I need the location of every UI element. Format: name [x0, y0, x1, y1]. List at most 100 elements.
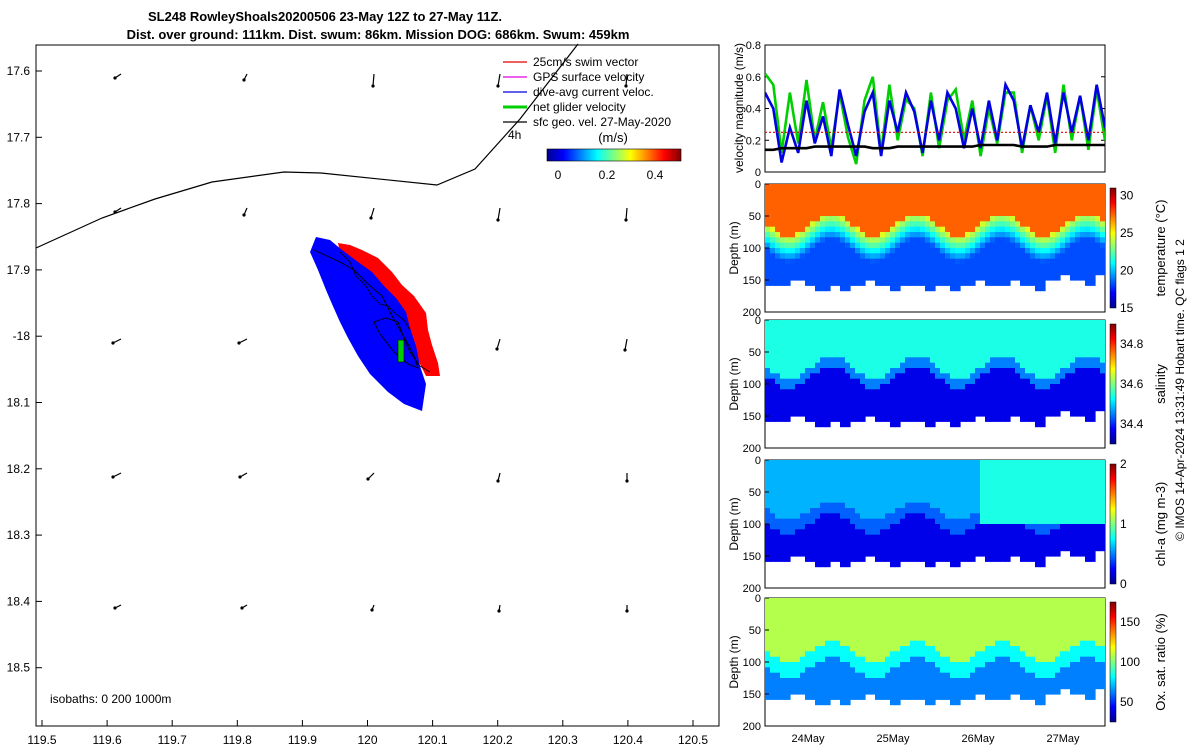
heatmap-cell: [920, 400, 926, 406]
heatmap-cell: [945, 667, 951, 674]
heatmap-cell: [790, 672, 796, 679]
heatmap-cell: [895, 508, 901, 514]
heatmap-cell: [890, 678, 896, 684]
heatmap-cell: [770, 518, 776, 525]
heatmap-cell: [990, 189, 996, 196]
heatmap-cell: [1085, 416, 1091, 422]
heatmap-cell: [955, 264, 961, 270]
heatmap-cell: [790, 646, 796, 652]
heatmap-cell: [840, 280, 846, 286]
heatmap-cell: [910, 465, 916, 472]
heatmap-cell: [890, 561, 896, 568]
heatmap-cell: [1025, 242, 1031, 249]
heatmap-cell: [765, 672, 771, 679]
heatmap-cell: [800, 667, 806, 674]
heatmap-cell: [1100, 497, 1105, 504]
heatmap-cell: [895, 667, 901, 674]
heatmap-cell: [975, 672, 981, 679]
heatmap-cell: [790, 405, 796, 412]
heatmap-cell: [945, 248, 951, 254]
heatmap-cell: [1005, 264, 1011, 270]
heatmap-cell: [860, 325, 866, 332]
heatmap-cell: [920, 384, 926, 390]
heatmap-cell: [855, 269, 861, 276]
heatmap-cell: [825, 640, 831, 647]
heatmap-cell: [1095, 368, 1101, 374]
heatmap-cell: [975, 242, 981, 249]
heatmap-cell: [835, 389, 841, 396]
heatmap-cell: [1040, 269, 1046, 276]
heatmap-cell: [915, 614, 921, 620]
heatmap-cell: [1000, 264, 1006, 270]
heatmap-cell: [985, 465, 991, 472]
heatmap-cell: [860, 205, 866, 212]
heatmap-cell: [805, 550, 811, 557]
heatmap-cell: [930, 394, 936, 401]
heatmap-cell: [880, 635, 886, 642]
heatmap-cell: [765, 189, 771, 196]
heatmap-cell: [930, 373, 936, 380]
heatmap-cell: [975, 226, 981, 233]
heatmap-cell: [955, 330, 961, 337]
heatmap-cell: [895, 624, 901, 631]
heatmap-cell: [880, 336, 886, 342]
heatmap-cell: [825, 226, 831, 233]
heatmap-cell: [870, 630, 876, 636]
heatmap-cell: [785, 373, 791, 380]
heatmap-cell: [875, 280, 881, 286]
heatmap-cell: [920, 608, 926, 615]
heatmap-cell: [885, 405, 891, 412]
heatmap-cell: [855, 416, 861, 422]
heatmap-cell: [785, 550, 791, 557]
heatmap-cell: [1040, 556, 1046, 562]
heatmap-cell: [895, 226, 901, 233]
heatmap-cell: [915, 694, 921, 700]
heatmap-cell: [865, 362, 871, 369]
heatmap-cell: [1085, 221, 1091, 228]
heatmap-cell: [915, 662, 921, 668]
heatmap-cell: [1025, 405, 1031, 412]
heatmap-cell: [875, 694, 881, 700]
heatmap-cell: [970, 242, 976, 249]
heatmap-cell: [880, 200, 886, 206]
heatmap-cell: [1020, 368, 1026, 374]
heatmap-cell: [920, 336, 926, 342]
heatmap-cell: [1035, 285, 1041, 292]
heatmap-cell: [765, 529, 771, 536]
heatmap-cell: [930, 421, 936, 428]
title-line-1: SL248 RowleyShoals20200506 23-May 12Z to…: [148, 9, 502, 24]
heatmap-cell: [880, 325, 886, 332]
heatmap-cell: [1015, 362, 1021, 369]
heatmap-cell: [830, 672, 836, 679]
heatmap-cell: [865, 502, 871, 509]
heatmap-cell: [1085, 513, 1091, 520]
heatmap-cell: [990, 184, 996, 190]
heatmap-cell: [1035, 274, 1041, 281]
heatmap-cell: [945, 320, 951, 326]
heatmap-cell: [845, 619, 851, 626]
heatmap-cell: [910, 189, 916, 196]
heatmap-cell: [835, 346, 841, 353]
heatmap-cell: [880, 598, 886, 604]
heatmap-cell: [1030, 232, 1036, 238]
heatmap-cell: [1035, 205, 1041, 212]
heatmap-cell: [935, 672, 941, 679]
heatmap-cell: [1045, 486, 1051, 493]
heatmap-cell: [1065, 336, 1071, 342]
map-x-tick-label: 120.5: [678, 733, 708, 747]
heatmap-cell: [795, 237, 801, 244]
heatmap-cell: [1075, 476, 1081, 482]
heatmap-cell: [1000, 200, 1006, 206]
heatmap-cell: [965, 325, 971, 332]
heatmap-cell: [1025, 476, 1031, 482]
heatmap-cell: [1100, 352, 1105, 358]
heatmap-cell: [855, 274, 861, 281]
heatmap-cell: [995, 394, 1001, 401]
heatmap-cell: [910, 269, 916, 276]
heatmap-cell: [795, 210, 801, 217]
heatmap-cell: [1010, 325, 1016, 332]
heatmap-cell: [980, 394, 986, 401]
heatmap-cell: [835, 368, 841, 374]
heatmap-cell: [820, 683, 826, 690]
